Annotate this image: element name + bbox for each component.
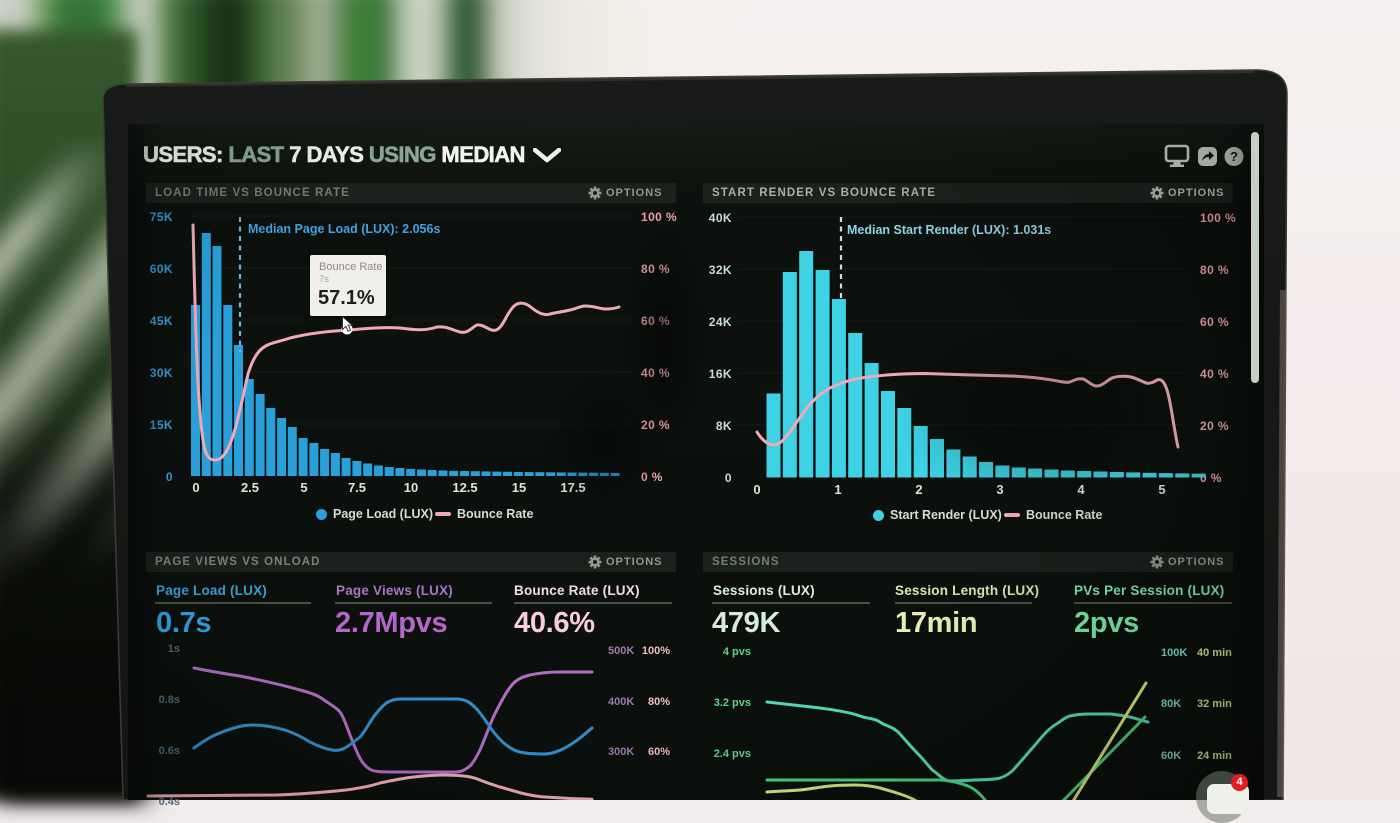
svg-text:?: ? [1230,149,1238,164]
